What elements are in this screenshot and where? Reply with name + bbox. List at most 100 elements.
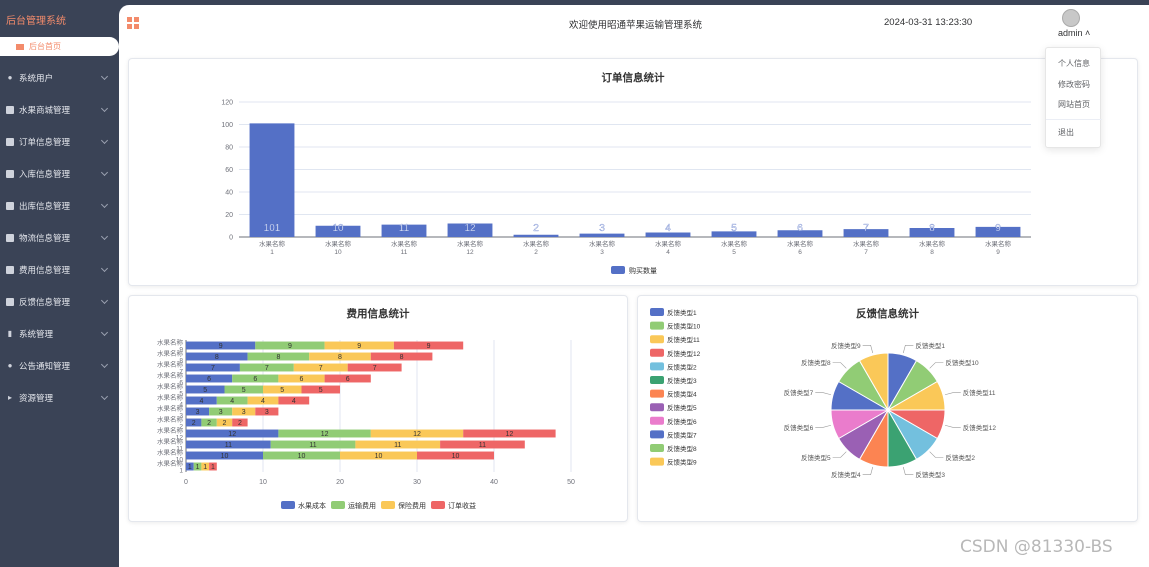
bar-value-label: 7 <box>863 223 869 234</box>
pie-label-line <box>929 451 944 458</box>
bar <box>315 225 361 237</box>
bar-value-label: 12 <box>464 223 476 234</box>
sidebar-item-9[interactable]: ▮ 系统管理 <box>0 319 119 349</box>
bar <box>645 232 691 237</box>
stacked-bar-segment <box>278 374 325 383</box>
sidebar-item-3[interactable]: 订单信息管理 <box>0 127 119 157</box>
stacked-bar-segment <box>324 341 394 350</box>
sidebar-item-2[interactable]: 水果商城管理 <box>0 95 119 125</box>
bar-value-label: 2 <box>533 223 539 234</box>
sidebar: 后台管理系统 后台首页 ● 系统用户 水果商城管理 订单信息管理 入库信息管理 出库信息管… <box>0 0 119 567</box>
y-tick-label: 4 <box>179 402 183 409</box>
x-tick-label: 7 <box>864 249 868 256</box>
stacked-bar-segment <box>186 451 263 460</box>
legend-swatch <box>650 444 664 452</box>
user-menu-trigger[interactable]: admin ˄ <box>1058 28 1091 38</box>
x-tick-label: 水果名称 <box>325 239 352 248</box>
stacked-bar-segment <box>186 462 194 471</box>
pie-slice-label: 反馈类型10 <box>945 358 979 367</box>
y-tick-label: 水果名称 <box>157 393 184 402</box>
segment-value-label: 4 <box>230 398 234 405</box>
x-tick-label: 10 <box>334 249 342 256</box>
sidebar-item-4[interactable]: 入库信息管理 <box>0 159 119 189</box>
legend-label: 反馈类型1 <box>667 308 697 317</box>
dropdown-item-website-home[interactable]: 网站首页 <box>1058 100 1090 109</box>
segment-value-label: 9 <box>219 343 223 350</box>
segment-value-label: 7 <box>265 365 269 372</box>
x-tick-label: 3 <box>600 249 604 256</box>
bar-value-label: 11 <box>399 223 410 234</box>
x-tick-label: 1 <box>270 249 274 256</box>
cost-chart-panel: 费用信息统计 0 10 20 30 40 50 1 1 1 1 水果名称 1 10 10 10 10 水果名称 1… <box>128 295 628 522</box>
legend-label: 运输费用 <box>348 501 376 510</box>
bar <box>513 234 559 237</box>
dropdown-item-logout[interactable]: 退出 <box>1058 128 1074 137</box>
stacked-bar-segment <box>293 363 348 372</box>
segment-value-label: 4 <box>292 398 296 405</box>
sidebar-item-5[interactable]: 出库信息管理 <box>0 191 119 221</box>
info-icon: ● <box>7 361 13 370</box>
feedback-chart-title: 反馈信息统计 <box>856 308 919 320</box>
stacked-bar-segment <box>370 352 433 361</box>
stacked-bar-segment <box>186 396 217 405</box>
sidebar-item-7[interactable]: 费用信息管理 <box>0 255 119 285</box>
bar-value-label: 101 <box>264 223 281 234</box>
pie-label-line <box>929 362 944 369</box>
y-tick-label: 水果名称 <box>157 382 184 391</box>
chevron-down-icon <box>100 360 109 369</box>
bar-value-label: 3 <box>599 223 605 234</box>
y-tick-label: 8 <box>179 358 183 365</box>
pie-slice-label: 反馈类型12 <box>963 423 997 432</box>
sidebar-item-11[interactable]: ▸ 资源管理 <box>0 383 119 413</box>
menu-toggle-icon[interactable] <box>127 17 139 29</box>
stacked-bar-segment <box>216 418 233 427</box>
sidebar-item-10[interactable]: ● 公告通知管理 <box>0 351 119 381</box>
segment-value-label: 6 <box>346 376 350 383</box>
sidebar-item-label: 入库信息管理 <box>19 169 71 179</box>
chevron-down-icon <box>100 392 109 401</box>
sidebar-item-1[interactable]: ● 系统用户 <box>0 63 119 93</box>
bar-value-label: 10 <box>332 223 344 234</box>
pie-slice-label: 反馈类型9 <box>831 341 861 350</box>
feedback-pie-chart: 反馈类型1反馈类型10反馈类型11反馈类型12反馈类型2反馈类型3反馈类型4反馈… <box>650 308 997 479</box>
sidebar-item-6[interactable]: 物流信息管理 <box>0 223 119 253</box>
bar <box>843 229 889 237</box>
x-tick-label: 30 <box>413 479 421 486</box>
y-tick-label: 水果名称 <box>157 448 184 457</box>
sidebar-item-8[interactable]: 反馈信息管理 <box>0 287 119 317</box>
dropdown-item-change-password[interactable]: 修改密码 <box>1058 80 1090 89</box>
legend-label: 水果成本 <box>298 501 326 510</box>
square-icon <box>6 202 14 210</box>
y-tick-label: 120 <box>221 100 233 107</box>
stacked-bar-segment <box>201 462 210 471</box>
home-tab[interactable]: 后台首页 <box>0 37 119 56</box>
segment-value-label: 3 <box>219 409 223 416</box>
y-tick-label: 10 <box>176 457 184 464</box>
segment-value-label: 11 <box>394 442 401 449</box>
stacked-bar-segment <box>263 385 302 394</box>
segment-value-label: 6 <box>300 376 304 383</box>
y-tick-label: 水果名称 <box>157 459 184 468</box>
x-tick-label: 5 <box>732 249 736 256</box>
segment-value-label: 12 <box>321 431 329 438</box>
monitor-icon <box>16 43 24 50</box>
bar-value-label: 4 <box>665 223 671 234</box>
legend-swatch <box>650 335 664 344</box>
avatar[interactable] <box>1062 9 1080 27</box>
square-icon <box>6 138 14 146</box>
y-tick-label: 11 <box>176 446 183 453</box>
segment-value-label: 2 <box>207 420 211 427</box>
bar <box>909 228 955 237</box>
pie-label-line <box>815 392 832 396</box>
x-tick-label: 8 <box>930 249 934 256</box>
order-chart-title: 订单信息统计 <box>601 72 665 84</box>
dropdown-item-profile[interactable]: 个人信息 <box>1058 59 1090 68</box>
bar <box>711 231 757 237</box>
bar-value-label: 6 <box>797 223 803 234</box>
sidebar-item-label: 水果商城管理 <box>19 105 71 115</box>
chevron-down-icon <box>100 72 109 81</box>
y-tick-label: 20 <box>225 212 233 219</box>
pie-slice <box>858 352 889 412</box>
pie-slice-label: 反馈类型7 <box>784 388 814 397</box>
stacked-bar-segment <box>440 440 525 449</box>
